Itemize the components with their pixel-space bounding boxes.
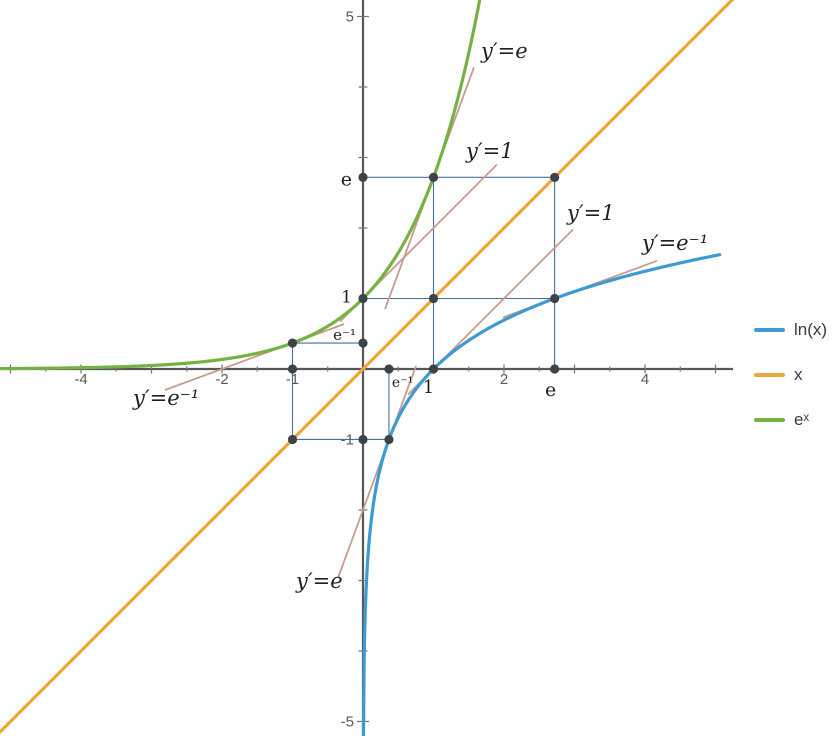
x-tick-label: -2: [215, 371, 228, 388]
legend-item-exp[interactable]: eˣ: [754, 410, 834, 430]
curve-exp: [0, 0, 482, 371]
curve-ln: [361, 253, 722, 736]
tangent-label: y′=1: [566, 201, 615, 225]
data-point: [384, 434, 394, 445]
data-point: [428, 364, 439, 374]
tangent-label: y′=e: [295, 569, 343, 593]
x-tick-label: 2: [500, 371, 508, 388]
curve-identity: [0, 0, 735, 735]
data-point: [287, 364, 298, 374]
tangent-line: [337, 365, 417, 579]
legend-label-exp: eˣ: [794, 410, 810, 429]
data-point: [358, 338, 368, 348]
data-point: [550, 172, 560, 182]
y-tick-label: -1: [341, 431, 354, 448]
data-point: [550, 293, 560, 304]
legend-swatch-exp-icon: [754, 418, 785, 422]
tangent-label: y′=e⁻¹: [641, 231, 708, 255]
legend-swatch-ln-icon: [754, 328, 785, 332]
legend-item-x[interactable]: x: [754, 365, 834, 385]
data-point: [384, 364, 394, 374]
tangent-label: y′=1: [465, 139, 514, 163]
legend: ln(x) x eˣ: [754, 320, 834, 455]
y-axis-annotation: e: [341, 168, 352, 190]
x-axis-annotation: e⁻¹: [392, 375, 413, 391]
y-axis-annotation: 1: [341, 287, 352, 307]
data-point: [358, 293, 368, 304]
x-tick-label: 4: [641, 371, 649, 388]
y-tick-label: -5: [341, 713, 354, 730]
tangent-label: y′=e⁻¹: [132, 386, 199, 410]
data-point: [428, 172, 439, 182]
x-axis-annotation: 1: [423, 377, 434, 398]
legend-swatch-x-icon: [754, 373, 785, 377]
data-point: [428, 293, 439, 304]
x-tick-label: -4: [74, 371, 87, 388]
legend-label-x: x: [794, 365, 803, 384]
data-point: [287, 338, 298, 348]
y-axis-annotation: e⁻¹: [333, 326, 356, 344]
data-point: [550, 364, 560, 374]
x-tick-label: -1: [286, 371, 299, 388]
tangent-label: y′=e: [480, 39, 528, 63]
y-tick-label: 5: [346, 8, 354, 25]
data-point: [358, 172, 368, 182]
legend-item-ln[interactable]: ln(x): [754, 320, 834, 340]
data-point: [358, 434, 368, 445]
legend-label-ln: ln(x): [794, 320, 828, 339]
data-point: [287, 434, 298, 445]
x-axis-annotation: e: [545, 379, 556, 401]
